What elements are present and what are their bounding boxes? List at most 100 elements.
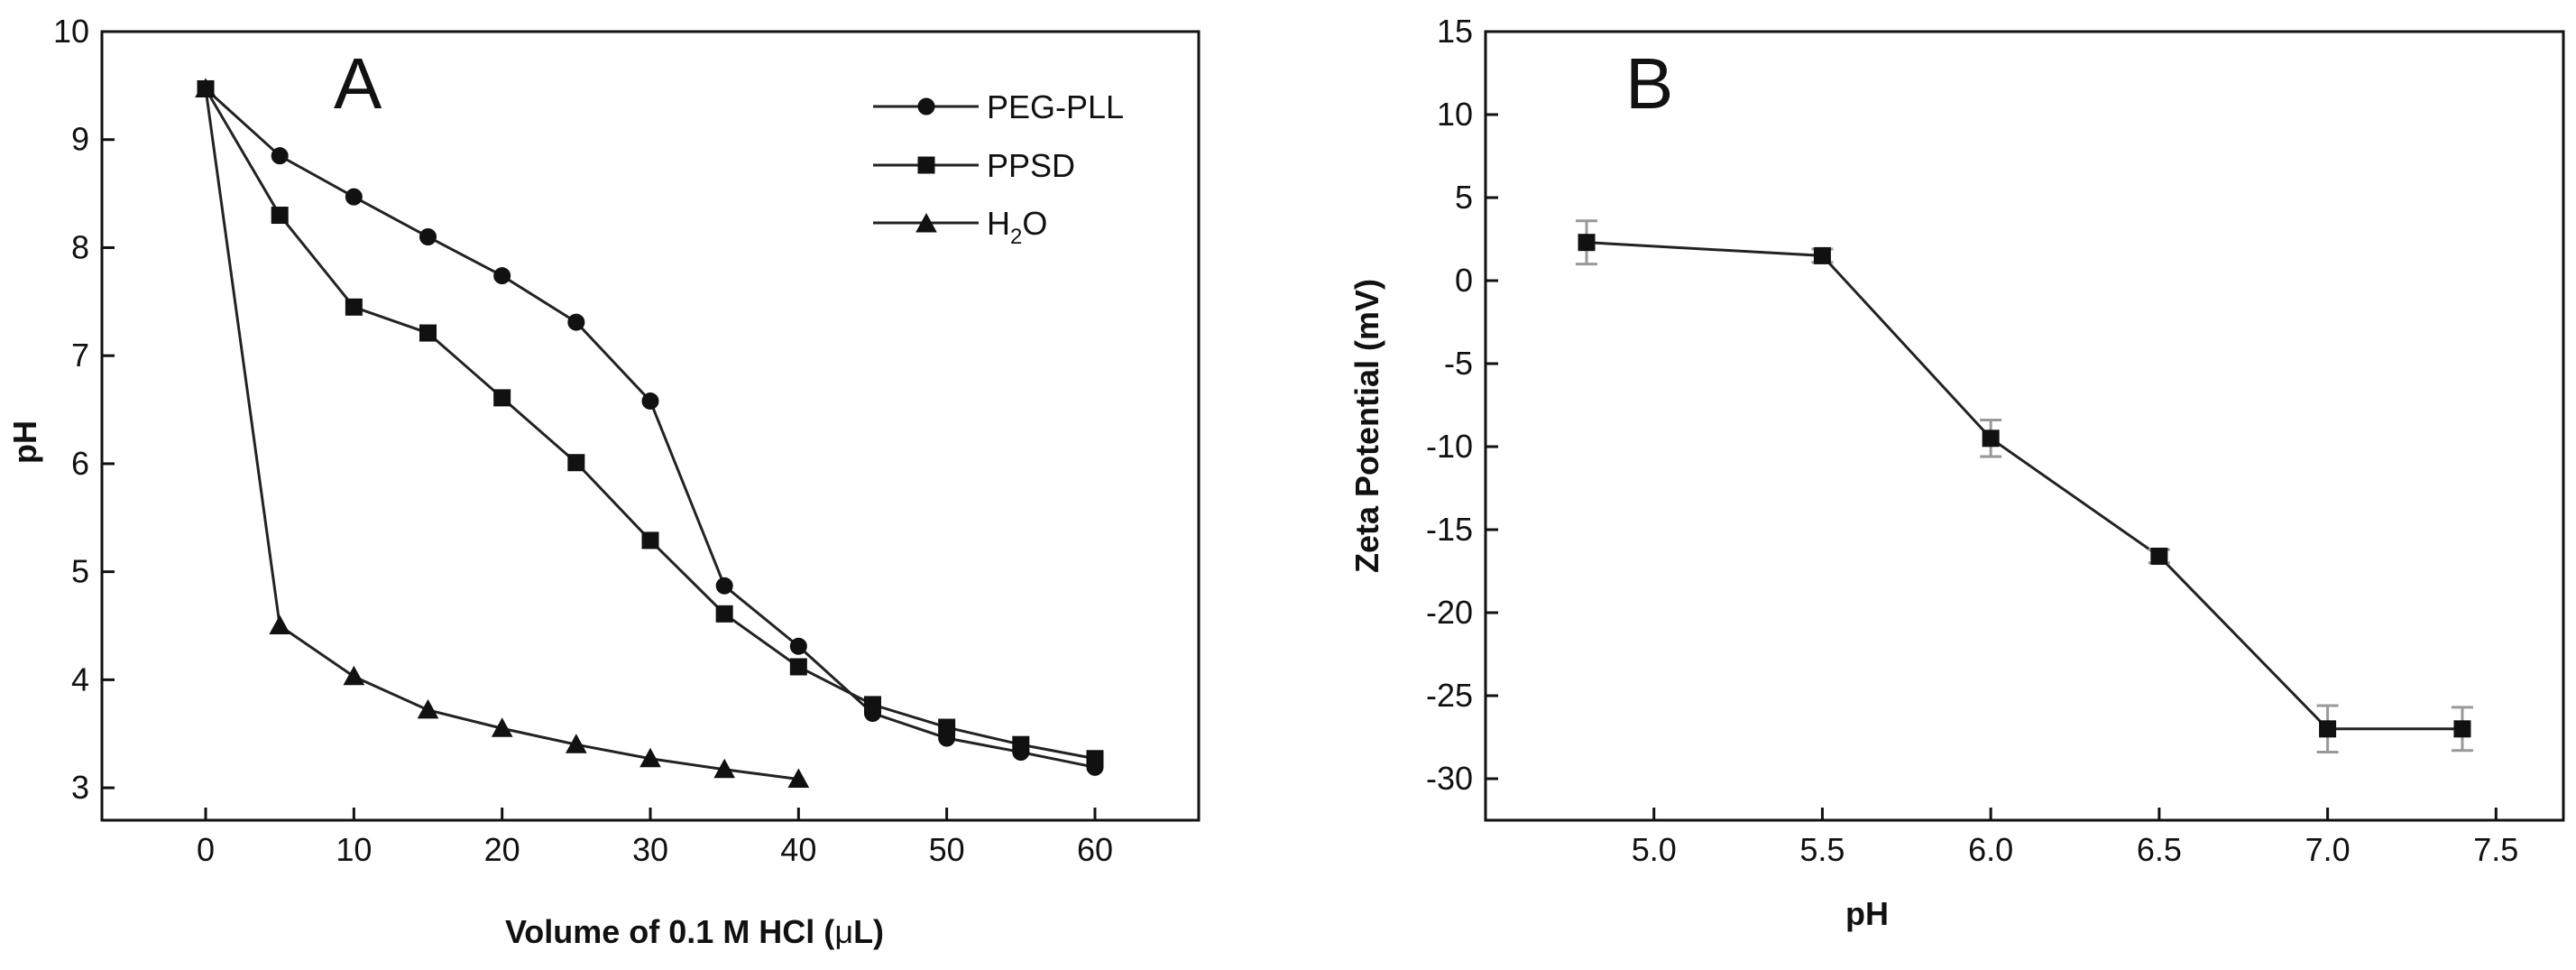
x-tick-label-a-50: 50 [929, 831, 965, 868]
point-h2o-5 [269, 614, 291, 634]
point-ppsd-60 [1086, 750, 1104, 768]
x-axis-b: 5.0 5.5 6.0 6.5 7.0 7.5 [1632, 808, 2518, 868]
y-tick-label-b--20: -20 [1426, 594, 1473, 631]
legend-item-peg-pll: PEG-PLL [873, 88, 1124, 125]
x-tick-label-a-20: 20 [484, 831, 520, 868]
point-ppsd-55 [1012, 735, 1030, 753]
point-h2o-35 [713, 758, 736, 779]
legend-label-h2o-o: O [1022, 205, 1047, 242]
y-axis-title-b: Zeta Potential (mV) [1348, 279, 1385, 573]
legend-marker-peg-pll [917, 97, 935, 115]
point-ppsd-40 [789, 658, 807, 676]
panel-label-a: A [334, 43, 382, 124]
legend-label-h2o-sub: 2 [1010, 225, 1022, 249]
point-zeta-6.5 [2150, 547, 2168, 565]
x-tick-label-a-10: 10 [336, 831, 372, 868]
point-peg-pll-10 [345, 188, 363, 206]
point-ppsd-50 [938, 718, 956, 736]
y-tick-label-a-4: 4 [71, 661, 89, 697]
x-axis-title-a-mu: μ [834, 913, 853, 950]
legend-marker-h2o [915, 212, 937, 233]
y-tick-label-a-10: 10 [53, 13, 89, 50]
x-axis-title-a: Volume of 0.1 M HCl (μL) [505, 913, 884, 950]
point-ppsd-15 [419, 324, 437, 342]
series-group-a [195, 78, 1104, 789]
legend-item-ppsd: PPSD [873, 147, 1075, 184]
x-tick-label-b-7.0: 7.0 [2305, 831, 2351, 868]
x-tick-label-a-40: 40 [780, 831, 816, 868]
point-ppsd-35 [715, 605, 733, 623]
point-zeta-5.5 [1813, 246, 1831, 264]
point-peg-pll-40 [789, 637, 807, 655]
legend-item-h2o: H2O [873, 205, 1047, 249]
y-tick-label-a-5: 5 [71, 553, 89, 590]
legend-label-ppsd: PPSD [987, 147, 1075, 184]
y-tick-label-a-7: 7 [71, 337, 89, 374]
legend-a: PEG-PLL PPSD H2O [873, 88, 1124, 249]
y-tick-label-b-15: 15 [1437, 13, 1473, 50]
y-axis-title-a: pH [6, 420, 43, 464]
point-zeta-6 [1982, 430, 2000, 448]
point-h2o-40 [787, 768, 810, 789]
x-tick-label-a-60: 60 [1077, 831, 1113, 868]
chart-panel-b: 5.0 5.5 6.0 6.5 7.0 7.5 15 10 5 0 -5 -10 -15 -20 -25 -… [1348, 13, 2565, 932]
x-tick-label-b-5.0: 5.0 [1632, 831, 1677, 868]
point-h2o-0 [195, 78, 216, 97]
y-axis-a: 3 4 5 6 7 8 9 10 [53, 13, 115, 806]
point-h2o-10 [343, 665, 365, 686]
x-tick-label-a-0: 0 [197, 831, 215, 868]
y-tick-label-b-10: 10 [1437, 96, 1473, 133]
legend-label-h2o: H2O [987, 205, 1047, 249]
x-tick-label-b-7.5: 7.5 [2473, 831, 2518, 868]
panel-label-b: B [1625, 43, 1673, 124]
y-tick-label-b--25: -25 [1426, 677, 1473, 714]
point-ppsd-25 [567, 454, 585, 472]
point-ppsd-30 [641, 531, 659, 550]
plot-frame-b [1484, 30, 2565, 822]
y-tick-label-b--10: -10 [1426, 428, 1473, 465]
point-zeta-7.4 [2453, 720, 2471, 738]
point-peg-pll-15 [419, 227, 437, 245]
chart-panel-a: 0 10 20 30 40 50 60 3 4 5 6 7 8 9 10 A PEG-PLL PPSD H… [6, 13, 1201, 950]
point-peg-pll-30 [641, 392, 659, 410]
y-tick-label-b--30: -30 [1426, 760, 1473, 797]
point-ppsd-20 [493, 389, 511, 407]
series-line-zeta [1586, 241, 2462, 731]
point-h2o-20 [491, 717, 513, 737]
x-axis-a: 0 10 20 30 40 50 60 [197, 808, 1113, 868]
y-tick-label-a-6: 6 [71, 445, 89, 482]
y-tick-label-b-0: 0 [1455, 262, 1473, 299]
x-tick-label-a-30: 30 [632, 831, 668, 868]
point-zeta-7 [2319, 720, 2337, 738]
series-group-b [1576, 219, 2473, 754]
x-axis-title-a-prefix: Volume of 0.1 M HCl ( [505, 913, 834, 950]
y-tick-label-a-3: 3 [71, 769, 89, 806]
legend-label-h2o-h: H [987, 205, 1010, 242]
x-axis-title-a-suffix: L) [853, 913, 884, 950]
x-tick-label-b-6.0: 6.0 [1968, 831, 2013, 868]
point-ppsd-10 [345, 298, 363, 316]
x-tick-label-b-5.5: 5.5 [1799, 831, 1845, 868]
x-tick-label-b-6.5: 6.5 [2137, 831, 2182, 868]
point-h2o-25 [565, 734, 587, 753]
point-peg-pll-20 [493, 267, 511, 285]
point-h2o-30 [639, 747, 661, 768]
legend-marker-ppsd [917, 156, 935, 174]
point-peg-pll-5 [271, 147, 289, 165]
y-tick-label-b-5: 5 [1455, 179, 1473, 216]
point-zeta-4.8 [1578, 234, 1596, 252]
point-h2o-15 [417, 698, 439, 719]
point-ppsd-45 [863, 696, 881, 714]
y-tick-label-b--15: -15 [1426, 511, 1473, 548]
point-peg-pll-35 [715, 577, 733, 595]
y-axis-b: 15 10 5 0 -5 -10 -15 -20 -25 -30 [1426, 13, 1498, 797]
series-line-h2o [204, 88, 799, 781]
y-tick-label-b--5: -5 [1444, 345, 1473, 382]
y-tick-label-a-8: 8 [71, 228, 89, 265]
legend-label-peg-pll: PEG-PLL [987, 88, 1124, 125]
point-ppsd-5 [271, 207, 289, 225]
x-axis-title-b: pH [1845, 895, 1889, 932]
y-tick-label-a-9: 9 [71, 121, 89, 158]
point-peg-pll-25 [567, 313, 585, 331]
